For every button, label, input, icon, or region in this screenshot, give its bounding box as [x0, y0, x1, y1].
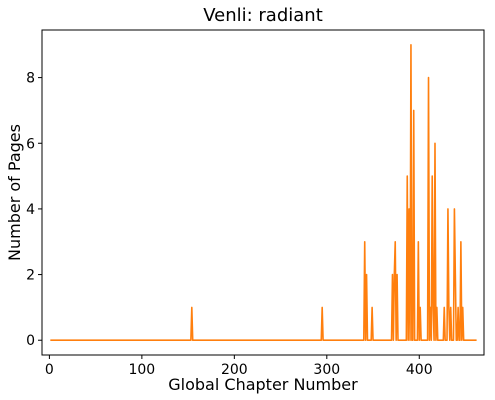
x-tick-label: 0 — [45, 362, 54, 378]
y-tick-label: 6 — [26, 136, 35, 152]
x-tick-label: 200 — [221, 362, 248, 378]
axes-frame — [41, 29, 485, 356]
y-tick-label: 0 — [26, 333, 35, 349]
x-tick-label: 100 — [128, 362, 155, 378]
x-tick-label: 300 — [313, 362, 340, 378]
y-axis-label: Number of Pages — [5, 124, 24, 261]
x-tick-label: 400 — [406, 362, 433, 378]
chart-title: Venli: radiant — [203, 5, 323, 26]
axis-ticks: 0 100 200 300 400 0 2 4 6 8 — [26, 71, 433, 378]
y-tick-label: 4 — [26, 202, 35, 218]
y-tick-label: 2 — [26, 268, 35, 284]
plot-area — [50, 43, 477, 342]
x-axis-label: Global Chapter Number — [168, 375, 358, 394]
y-tick-label: 8 — [26, 71, 35, 87]
series-line-1 — [50, 43, 477, 342]
